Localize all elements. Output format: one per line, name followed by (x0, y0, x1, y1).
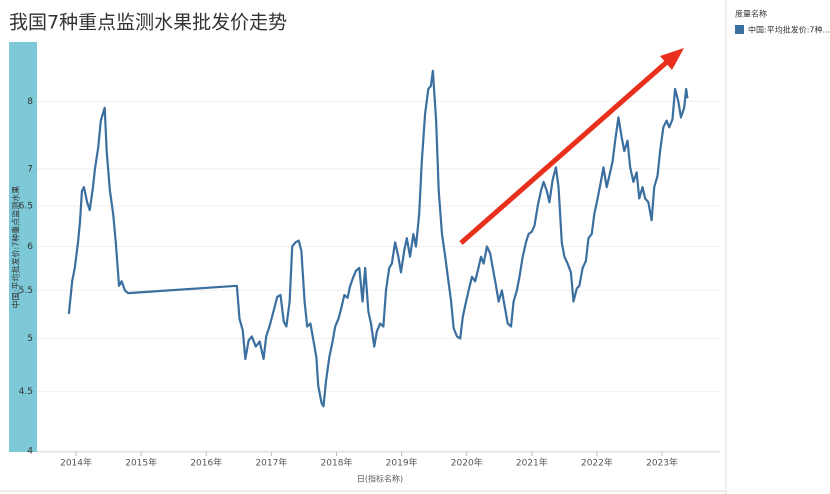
y-tick-label: 4.5 (19, 387, 33, 397)
x-tick-label: 2014年 (60, 457, 92, 469)
y-tick-label: 7 (27, 164, 33, 174)
arrow-shaft (459, 59, 670, 245)
y-axis-band (9, 42, 37, 452)
legend-label: 中国:平均批发价:7种... (748, 25, 830, 35)
legend-swatch (735, 25, 744, 34)
y-tick-label: 4 (27, 447, 33, 457)
plot-area: 4 4.5 5 5.5 6 6.5 7 8 2014年 2015年 2016年 2017年 2018年 2… (19, 69, 720, 469)
x-tick-label: 2023年 (646, 457, 678, 469)
x-tick-label: 2020年 (451, 457, 483, 469)
x-tick-label: 2019年 (386, 457, 418, 469)
x-tick-label: 2022年 (581, 457, 613, 469)
x-tick-label: 2017年 (255, 457, 287, 469)
y-tick-label: 8 (27, 97, 33, 107)
y-tick-label: 5 (27, 334, 33, 344)
x-tick-label: 2021年 (516, 457, 548, 469)
y-axis-title: 中国:平均批发价:7种重点监测水果 (11, 186, 21, 308)
y-tick-label: 5.5 (19, 286, 33, 296)
trend-arrow (459, 48, 684, 245)
x-tick-label: 2018年 (321, 457, 353, 469)
chart-title: 我国7种重点监测水果批发价走势 (9, 12, 287, 34)
x-tick-label: 2015年 (125, 457, 157, 469)
x-axis-title: 日(指标名称) (357, 474, 403, 484)
data-line (67, 69, 689, 408)
x-tick-label: 2016年 (190, 457, 222, 469)
y-tick-label: 6 (27, 242, 33, 252)
y-tick-label: 6.5 (19, 202, 33, 212)
arrow-head (660, 48, 684, 70)
legend-title: 度量名称 (735, 9, 767, 19)
